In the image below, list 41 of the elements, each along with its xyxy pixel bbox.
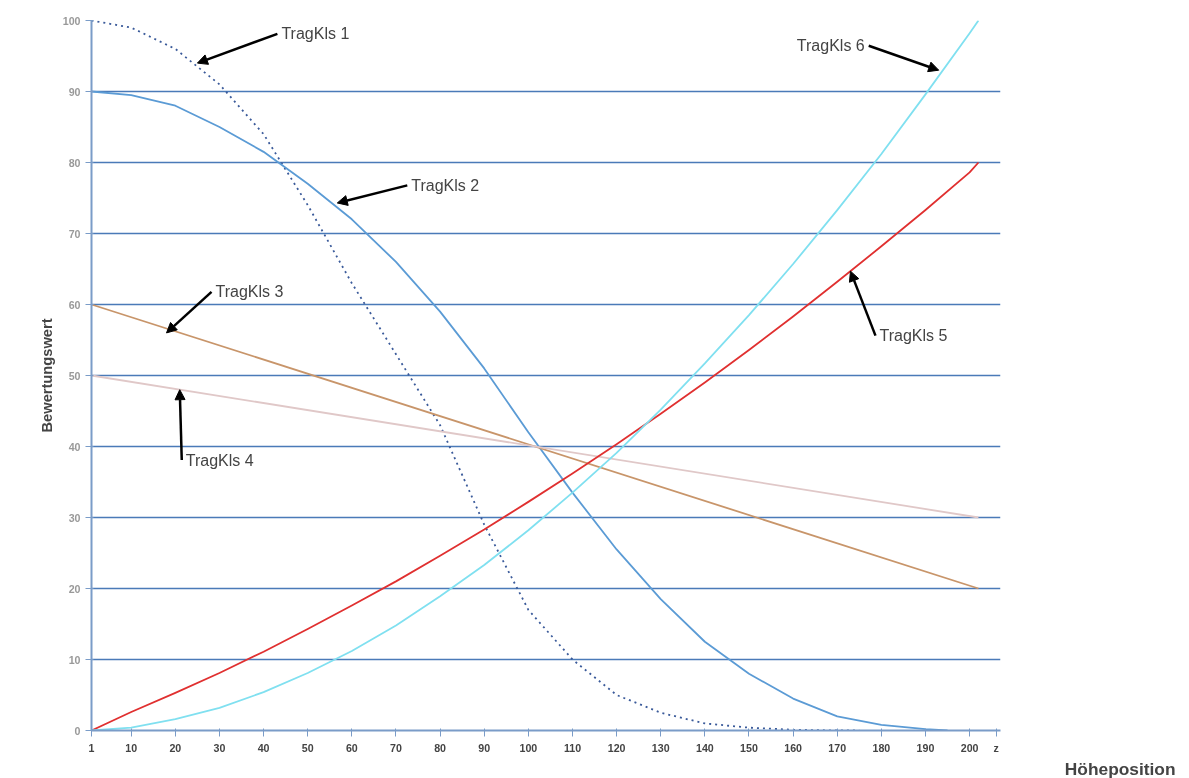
x-tick-label: 130 xyxy=(651,741,670,754)
annotation: TragKls 1 xyxy=(281,25,350,43)
y-tick-label: 30 xyxy=(68,511,81,524)
x-tick-label: 200 xyxy=(960,741,979,754)
x-tick-label: 120 xyxy=(607,741,626,754)
x-tick-label: 140 xyxy=(695,741,714,754)
x-tick-label: z xyxy=(993,741,999,754)
x-axis-title: Höheposition xyxy=(1064,758,1176,778)
x-tick-label: 50 xyxy=(301,741,314,754)
annotation: TragKls 6 xyxy=(796,37,865,55)
x-tick-label: 190 xyxy=(916,741,935,754)
x-tick-label: 30 xyxy=(213,741,226,754)
y-tick-label: 70 xyxy=(68,227,81,240)
x-tick-label: 10 xyxy=(125,741,138,754)
y-tick-label: 40 xyxy=(68,440,81,453)
annotation: TragKls 4 xyxy=(185,451,254,469)
y-tick-label: 60 xyxy=(68,298,81,311)
y-tick-label: 10 xyxy=(68,653,81,666)
x-tick-label: 100 xyxy=(519,741,538,754)
x-tick-label: 60 xyxy=(345,741,358,754)
x-tick-label: 40 xyxy=(257,741,270,754)
x-tick-label: 170 xyxy=(828,741,847,754)
x-tick-label: 1 xyxy=(88,741,95,754)
y-axis-title: Bewertungswert xyxy=(38,318,55,433)
y-tick-label: 0 xyxy=(74,724,81,737)
annotation: TragKls 3 xyxy=(215,283,284,301)
x-tick-label: 180 xyxy=(872,741,891,754)
y-tick-label: 80 xyxy=(68,156,81,169)
annotation: TragKls 2 xyxy=(411,176,480,194)
y-tick-label: 100 xyxy=(62,14,81,27)
x-tick-label: 90 xyxy=(478,741,491,754)
x-tick-label: 80 xyxy=(434,741,447,754)
y-tick-label: 50 xyxy=(68,369,81,382)
y-tick-label: 20 xyxy=(68,582,81,595)
x-tick-label: 70 xyxy=(390,741,402,754)
x-tick-label: 150 xyxy=(740,741,758,754)
x-tick-label: 20 xyxy=(169,741,182,754)
x-tick-label: 160 xyxy=(784,741,803,754)
x-tick-label: 110 xyxy=(563,741,582,754)
annotation: TragKls 5 xyxy=(879,327,948,345)
y-tick-label: 90 xyxy=(68,85,81,98)
